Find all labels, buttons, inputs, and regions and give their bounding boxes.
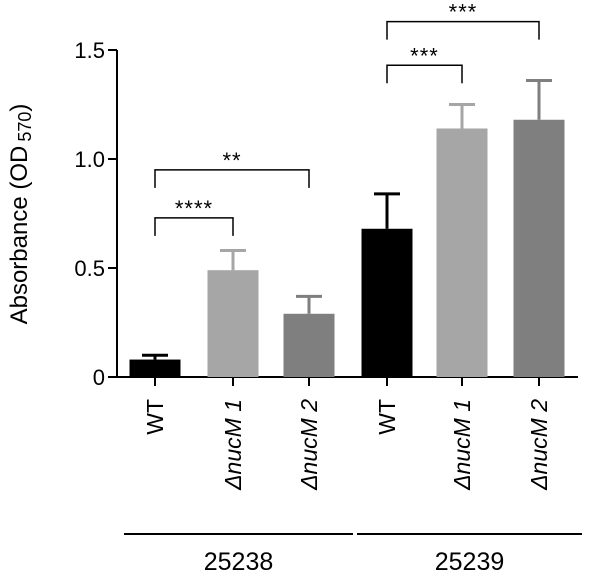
bar-5 xyxy=(513,119,565,377)
category-label-2: ΔnucM 2 xyxy=(296,399,322,491)
y-axis-label-subscript: 570 xyxy=(15,112,35,142)
bar-3 xyxy=(361,228,413,377)
category-label-prefix-4: Δ xyxy=(449,474,475,490)
category-label-suffix-1: 1 xyxy=(220,399,246,418)
significance-bracket-1 xyxy=(154,169,310,188)
bar-4 xyxy=(436,128,488,377)
category-label-0: WT xyxy=(142,399,168,435)
category-label-3: WT xyxy=(374,399,400,435)
significance-bracket-2 xyxy=(386,64,463,84)
significance-bracket-3 xyxy=(386,20,540,40)
significance-label-0: **** xyxy=(175,196,213,221)
group-label-0: 25238 xyxy=(204,548,274,576)
y-axis-label-main: Absorbance (OD xyxy=(6,146,33,325)
category-label-suffix-5: 2 xyxy=(526,399,552,418)
group-label-1: 25239 xyxy=(435,548,505,576)
category-label-gene-5: nucM xyxy=(526,417,552,474)
y-tick-label-2: 1.0 xyxy=(74,147,105,172)
bar-2 xyxy=(283,313,335,377)
y-axis-label-close: ) xyxy=(6,104,33,112)
significance-label-1: ** xyxy=(222,148,241,173)
category-label-4: ΔnucM 1 xyxy=(449,399,475,491)
category-label-1: ΔnucM 1 xyxy=(220,399,246,491)
category-label-5: ΔnucM 2 xyxy=(526,399,552,491)
category-label-suffix-4: 1 xyxy=(449,399,475,418)
y-axis-label: Absorbance (OD 570) xyxy=(6,104,35,325)
category-label-gene-1: nucM xyxy=(220,417,246,474)
category-label-suffix-2: 2 xyxy=(296,399,322,418)
category-label-prefix-2: Δ xyxy=(296,474,322,490)
bar-0 xyxy=(129,359,181,377)
category-label-prefix-1: Δ xyxy=(220,474,246,490)
bar-1 xyxy=(207,270,259,377)
category-label-prefix-5: Δ xyxy=(526,474,552,490)
category-label-gene-2: nucM xyxy=(296,417,322,474)
y-tick-label-0: 0 xyxy=(93,365,105,390)
significance-label-2: *** xyxy=(410,43,439,68)
y-tick-label-1: 0.5 xyxy=(74,256,105,281)
category-label-gene-4: nucM xyxy=(449,417,475,474)
significance-label-3: *** xyxy=(449,0,478,25)
significance-bracket-0 xyxy=(154,217,234,236)
y-tick-label-3: 1.5 xyxy=(74,38,105,63)
